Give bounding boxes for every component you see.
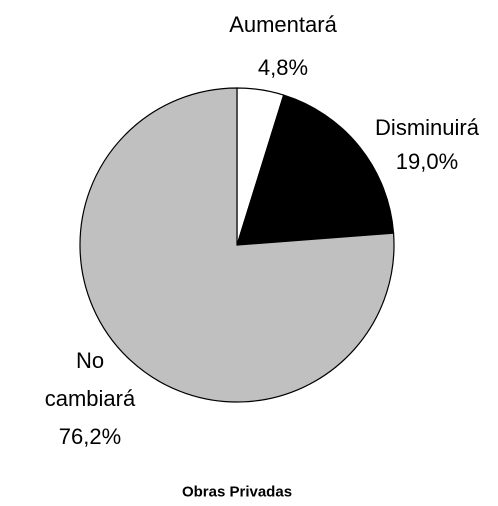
pie-slice — [236, 94, 395, 246]
slice-value: 4,8% — [257, 55, 309, 80]
slice-label: No cambiará — [44, 348, 136, 411]
pie-slice — [79, 87, 395, 403]
slice-label: Aumentará — [229, 12, 337, 37]
chart-title: Obras Privadas — [181, 483, 293, 501]
slice-label: Disminuirá — [375, 115, 479, 140]
slice-value: 76,2% — [58, 424, 122, 449]
slice-value: 19,0% — [395, 149, 459, 174]
